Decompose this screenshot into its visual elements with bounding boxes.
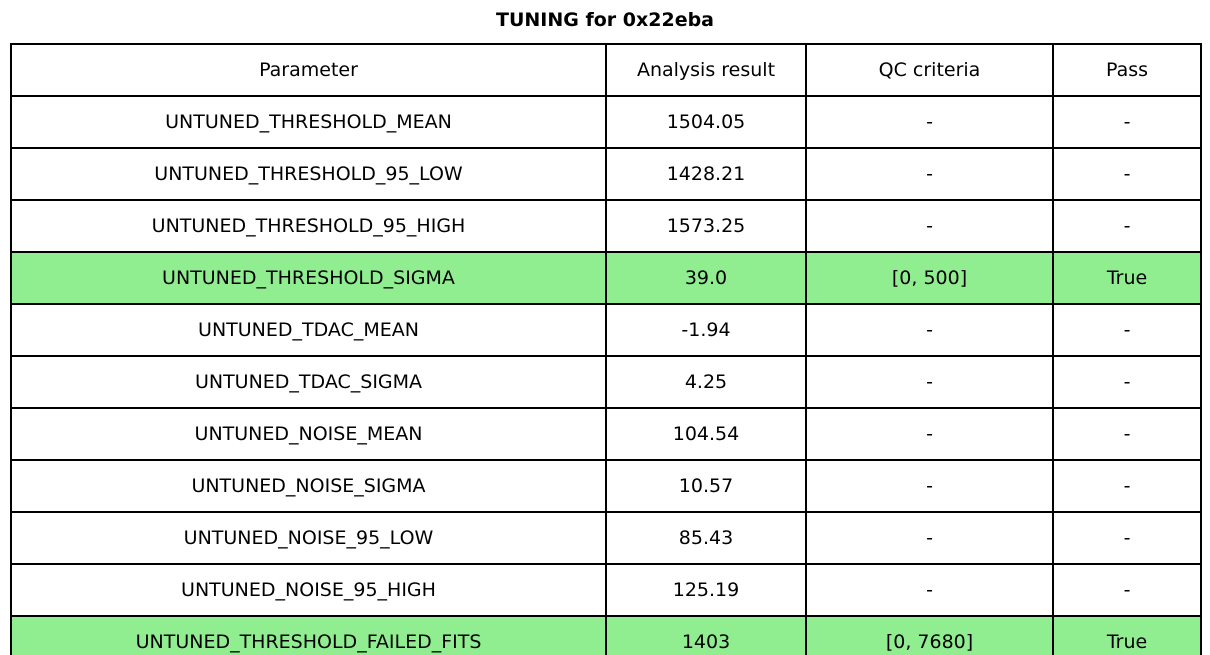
table-row: UNTUNED_NOISE_SIGMA 10.57- - <box>10 459 1202 513</box>
cell-pass: - <box>1052 355 1202 409</box>
cell-analysis-result: 85.43 <box>605 511 807 565</box>
table-row: UNTUNED_NOISE_MEAN 104.54- - <box>10 407 1202 461</box>
cell-analysis-result: -1.94 <box>605 303 807 357</box>
table-header: Parameter Analysis result QC criteria Pa… <box>10 43 1202 97</box>
header-row: Parameter Analysis result QC criteria Pa… <box>10 43 1202 97</box>
cell-qc-criteria: - <box>805 563 1054 617</box>
table-row: UNTUNED_THRESHOLD_SIGMA 39.0 [0, 500] True <box>10 251 1202 305</box>
column-header-parameter: Parameter <box>10 43 607 97</box>
cell-analysis-result: 1573.25 <box>605 199 807 253</box>
cell-parameter: UNTUNED_TDAC_SIGMA <box>10 355 607 409</box>
column-header-analysis-result: Analysis result <box>605 43 807 97</box>
column-header-qc-criteria: QC criteria <box>805 43 1054 97</box>
cell-pass: - <box>1052 511 1202 565</box>
cell-analysis-result: 1403 <box>605 615 807 655</box>
cell-qc-criteria: [0, 7680] <box>805 615 1054 655</box>
cell-analysis-result: 4.25 <box>605 355 807 409</box>
cell-parameter: UNTUNED_THRESHOLD_FAILED_FITS <box>10 615 607 655</box>
table-row: UNTUNED_TDAC_MEAN -1.94- - <box>10 303 1202 357</box>
cell-qc-criteria: - <box>805 407 1054 461</box>
table-row: UNTUNED_THRESHOLD_MEAN 1504.05- - <box>10 95 1202 149</box>
cell-parameter: UNTUNED_NOISE_MEAN <box>10 407 607 461</box>
page-title: TUNING for 0x22eba <box>496 9 714 31</box>
table-row: UNTUNED_THRESHOLD_95_LOW 1428.21- - <box>10 147 1202 201</box>
cell-qc-criteria: - <box>805 355 1054 409</box>
cell-parameter: UNTUNED_NOISE_95_HIGH <box>10 563 607 617</box>
cell-pass: - <box>1052 563 1202 617</box>
cell-parameter: UNTUNED_THRESHOLD_95_LOW <box>10 147 607 201</box>
column-header-pass: Pass <box>1052 43 1202 97</box>
cell-analysis-result: 104.54 <box>605 407 807 461</box>
cell-qc-criteria: - <box>805 147 1054 201</box>
cell-qc-criteria: - <box>805 303 1054 357</box>
cell-analysis-result: 125.19 <box>605 563 807 617</box>
cell-pass: - <box>1052 199 1202 253</box>
cell-pass: - <box>1052 407 1202 461</box>
cell-qc-criteria: [0, 500] <box>805 251 1054 305</box>
cell-parameter: UNTUNED_THRESHOLD_MEAN <box>10 95 607 149</box>
cell-pass: True <box>1052 251 1202 305</box>
table-row: UNTUNED_NOISE_95_LOW 85.43- - <box>10 511 1202 565</box>
cell-parameter: UNTUNED_TDAC_MEAN <box>10 303 607 357</box>
table-row: UNTUNED_TDAC_SIGMA 4.25- - <box>10 355 1202 409</box>
cell-analysis-result: 1428.21 <box>605 147 807 201</box>
cell-analysis-result: 39.0 <box>605 251 807 305</box>
cell-qc-criteria: - <box>805 95 1054 149</box>
cell-analysis-result: 10.57 <box>605 459 807 513</box>
cell-analysis-result: 1504.05 <box>605 95 807 149</box>
table-row: UNTUNED_THRESHOLD_FAILED_FITS 1403 [0, 768… <box>10 615 1202 655</box>
cell-qc-criteria: - <box>805 511 1054 565</box>
cell-pass: - <box>1052 147 1202 201</box>
cell-parameter: UNTUNED_THRESHOLD_SIGMA <box>10 251 607 305</box>
cell-pass: - <box>1052 95 1202 149</box>
qc-table: Parameter Analysis result QC criteria Pa… <box>10 43 1202 655</box>
cell-pass: True <box>1052 615 1202 655</box>
cell-qc-criteria: - <box>805 199 1054 253</box>
table-body: UNTUNED_THRESHOLD_MEAN 1504.05- - UNTUNED_T… <box>10 95 1202 655</box>
cell-parameter: UNTUNED_THRESHOLD_95_HIGH <box>10 199 607 253</box>
cell-parameter: UNTUNED_NOISE_95_LOW <box>10 511 607 565</box>
cell-parameter: UNTUNED_NOISE_SIGMA <box>10 459 607 513</box>
cell-pass: - <box>1052 459 1202 513</box>
table-row: UNTUNED_THRESHOLD_95_HIGH 1573.25- - <box>10 199 1202 253</box>
cell-pass: - <box>1052 303 1202 357</box>
cell-qc-criteria: - <box>805 459 1054 513</box>
table-row: UNTUNED_NOISE_95_HIGH 125.19- - <box>10 563 1202 617</box>
